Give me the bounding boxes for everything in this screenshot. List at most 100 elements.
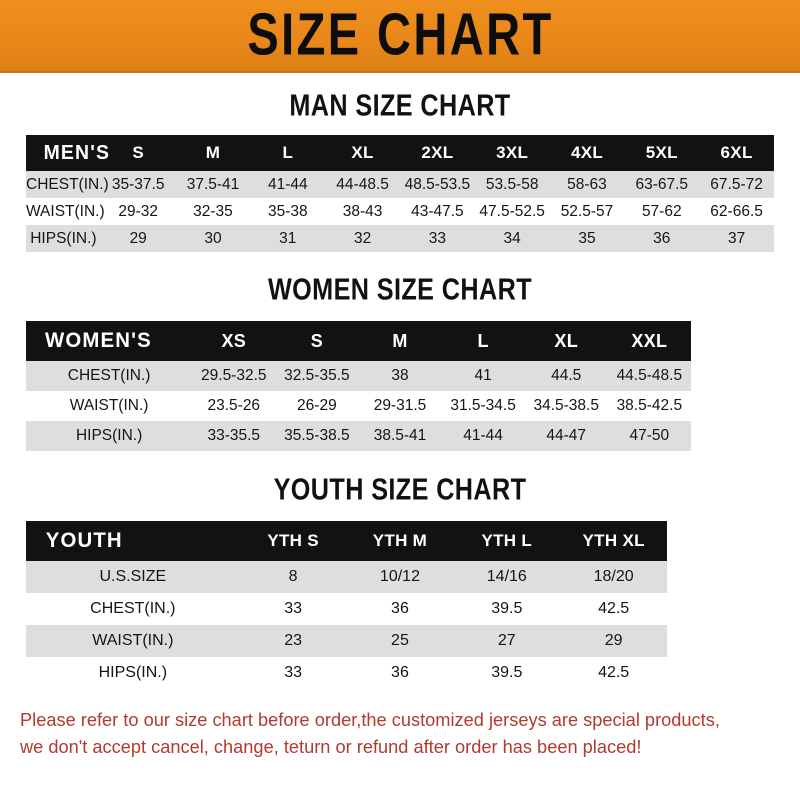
man-column-header-s: S — [132, 143, 145, 162]
order-disclaimer: Please refer to our size chart before or… — [20, 707, 769, 761]
youth-cell: 42.5 — [560, 657, 668, 689]
youth-row-label: WAIST(IN.) — [26, 625, 240, 657]
page-banner: SIZE CHART — [0, 0, 800, 73]
youth-cell: 14/16 — [453, 561, 561, 593]
man-cell: 38-43 — [325, 198, 400, 225]
table-row: CHEST(IN.) 29.5-32.5 32.5-35.5 38 41 44.5 44.5… — [26, 361, 774, 391]
women-cell-spacer — [690, 421, 774, 451]
youth-cell: 42.5 — [560, 593, 668, 625]
man-column-header-m: M — [205, 143, 221, 162]
youth-cell-spacer — [667, 625, 774, 657]
women-cell: 29-31.5 — [358, 391, 442, 421]
man-cell: 44-48.5 — [325, 171, 400, 198]
women-cell: 44-47 — [524, 421, 608, 451]
youth-table-body: U.S.SIZE 8 10/12 14/16 18/20 CHEST(IN.) 33 36 39… — [26, 561, 774, 689]
page-title: SIZE CHART — [246, 1, 554, 68]
women-cell: 41 — [441, 361, 525, 391]
youth-cell: 10/12 — [346, 561, 454, 593]
man-cell: 34 — [474, 225, 550, 252]
women-cell: 32.5-35.5 — [275, 361, 359, 391]
man-cell: 35-37.5 — [100, 171, 176, 198]
man-cell: 62-66.5 — [699, 198, 774, 225]
women-column-header-xl: XL — [554, 330, 579, 351]
women-cell: 47-50 — [607, 421, 691, 451]
table-header-row: WOMEN'S XS S M L XL XXL — [26, 321, 774, 361]
youth-cell: 8 — [239, 561, 347, 593]
man-cell: 37 — [699, 225, 774, 252]
youth-row-label: HIPS(IN.) — [26, 657, 240, 689]
youth-section-title: YOUTH SIZE CHART — [273, 471, 527, 507]
man-cell: 29-32 — [100, 198, 176, 225]
man-column-header-6xl: 6XL — [720, 143, 753, 162]
table-row: WAIST(IN.) 23 25 27 29 — [26, 625, 774, 657]
women-table-header: WOMEN'S XS S M L XL XXL — [26, 321, 774, 361]
youth-header-spacer — [667, 521, 774, 561]
women-column-header-xs: XS — [221, 330, 247, 351]
youth-table-wrap: YOUTH YTH S YTH M YTH L YTH XL U.S.SIZE 8 10/1… — [26, 521, 774, 689]
table-row: U.S.SIZE 8 10/12 14/16 18/20 — [26, 561, 774, 593]
man-cell: 52.5-57 — [549, 198, 625, 225]
women-cell: 44.5-48.5 — [607, 361, 691, 391]
table-header-row: MEN'S S M L XL 2XL 3XL 4XL 5XL 6XL — [26, 135, 774, 171]
youth-column-header-yth-s: YTH S — [267, 531, 319, 550]
man-cell: 32 — [325, 225, 400, 252]
man-cell: 35-38 — [250, 198, 326, 225]
man-cell: 33 — [399, 225, 475, 252]
disclaimer-line-1: Please refer to our size chart before or… — [20, 709, 720, 730]
man-cell: 35 — [549, 225, 625, 252]
man-row-label: HIPS(IN.) — [26, 225, 101, 252]
youth-cell: 39.5 — [453, 657, 561, 689]
table-header-row: YOUTH YTH S YTH M YTH L YTH XL — [26, 521, 774, 561]
man-cell: 57-62 — [624, 198, 700, 225]
youth-column-header-yth-l: YTH L — [481, 531, 533, 550]
table-row: HIPS(IN.) 33 36 39.5 42.5 — [26, 657, 774, 689]
youth-cell: 27 — [453, 625, 561, 657]
youth-cell: 36 — [346, 593, 454, 625]
women-cell: 29.5-32.5 — [192, 361, 276, 391]
women-header-spacer — [690, 321, 774, 361]
man-column-header-5xl: 5XL — [645, 143, 678, 162]
table-row: WAIST(IN.) 29-32 32-35 35-38 38-43 43-47.5 47.… — [26, 198, 774, 225]
youth-cell-spacer — [667, 657, 774, 689]
youth-cell: 25 — [346, 625, 454, 657]
women-size-table: WOMEN'S XS S M L XL XXL CHEST(IN.) 29.5-32.5 32.… — [26, 321, 774, 451]
women-cell: 38 — [358, 361, 442, 391]
youth-cell: 23 — [239, 625, 347, 657]
table-row: CHEST(IN.) 33 36 39.5 42.5 — [26, 593, 774, 625]
man-row-label: WAIST(IN.) — [26, 198, 105, 225]
women-corner-label: WOMEN'S — [44, 329, 152, 352]
women-cell: 26-29 — [275, 391, 359, 421]
women-cell: 23.5-26 — [192, 391, 276, 421]
man-cell: 29 — [100, 225, 176, 252]
youth-cell: 33 — [239, 657, 347, 689]
man-column-header-l: L — [282, 143, 294, 162]
man-cell: 37.5-41 — [175, 171, 251, 198]
man-cell: 58-63 — [549, 171, 625, 198]
youth-corner-label: YOUTH — [45, 529, 123, 552]
youth-column-header-yth-xl: YTH XL — [582, 531, 645, 550]
women-cell: 34.5-38.5 — [524, 391, 608, 421]
man-cell: 31 — [250, 225, 326, 252]
women-row-label: CHEST(IN.) — [26, 361, 193, 391]
women-cell: 41-44 — [441, 421, 525, 451]
disclaimer-line-2: we don't accept cancel, change, teturn o… — [20, 735, 642, 757]
man-table-header: MEN'S S M L XL 2XL 3XL 4XL 5XL 6XL — [26, 135, 774, 171]
man-cell: 43-47.5 — [399, 198, 475, 225]
man-cell: 36 — [624, 225, 700, 252]
women-cell: 38.5-41 — [358, 421, 442, 451]
youth-size-table: YOUTH YTH S YTH M YTH L YTH XL U.S.SIZE 8 10/1… — [26, 521, 774, 689]
women-table-body: CHEST(IN.) 29.5-32.5 32.5-35.5 38 41 44.5 44.5… — [26, 361, 774, 451]
table-row: WAIST(IN.) 23.5-26 26-29 29-31.5 31.5-34.5 34… — [26, 391, 774, 421]
youth-row-label: CHEST(IN.) — [26, 593, 240, 625]
youth-cell-spacer — [667, 561, 774, 593]
man-cell: 67.5-72 — [699, 171, 774, 198]
man-size-table: MEN'S S M L XL 2XL 3XL 4XL 5XL 6XL CHEST(IN.) 35-3… — [26, 135, 774, 252]
women-cell: 38.5-42.5 — [607, 391, 691, 421]
women-column-header-l: L — [477, 330, 489, 351]
youth-cell-spacer — [667, 593, 774, 625]
women-table-wrap: WOMEN'S XS S M L XL XXL CHEST(IN.) 29.5-32.5 32.… — [26, 321, 774, 451]
man-row-label: CHEST(IN.) — [26, 171, 109, 198]
youth-table-header: YOUTH YTH S YTH M YTH L YTH XL — [26, 521, 774, 561]
women-column-header-xxl: XXL — [631, 330, 668, 351]
